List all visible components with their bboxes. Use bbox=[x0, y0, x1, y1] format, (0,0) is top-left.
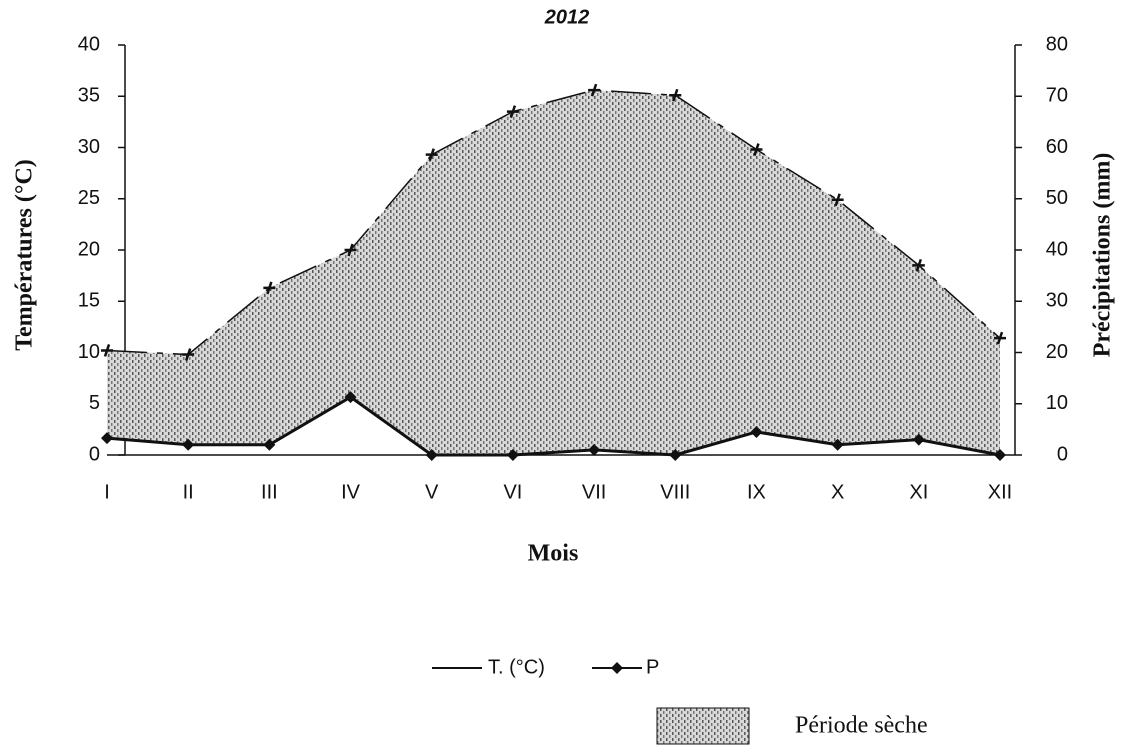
y2-tick-label: 20 bbox=[1046, 341, 1068, 363]
temperature-marker bbox=[750, 143, 763, 156]
precipitation-marker bbox=[344, 391, 357, 404]
y-tick-label: 25 bbox=[78, 187, 100, 209]
temperature-marker bbox=[101, 344, 113, 357]
temperature-marker bbox=[588, 83, 601, 97]
x-tick-label: V bbox=[425, 481, 439, 503]
y2-tick-label: 50 bbox=[1046, 187, 1068, 209]
dry-period-area bbox=[107, 90, 1000, 455]
precipitation-marker bbox=[263, 438, 276, 451]
y-axis-label: Températures (°C) bbox=[12, 159, 38, 351]
precipitation-marker bbox=[506, 449, 519, 461]
y2-tick-label: 30 bbox=[1046, 290, 1068, 312]
precipitation-marker bbox=[912, 433, 925, 446]
y2-axis-label: Précipitations (mm) bbox=[1090, 153, 1116, 358]
y2-tick-label: 40 bbox=[1046, 238, 1068, 260]
x-axis-label: Mois bbox=[528, 541, 579, 567]
x-tick-label: VII bbox=[582, 481, 606, 503]
y-tick-label: 5 bbox=[89, 392, 100, 414]
x-tick-label: I bbox=[104, 481, 110, 503]
temperature-marker bbox=[263, 281, 276, 295]
y-tick-label: 20 bbox=[78, 238, 100, 260]
temperature-marker bbox=[669, 88, 682, 102]
temperature-marker bbox=[831, 193, 844, 207]
series-line bbox=[106, 89, 1001, 356]
x-tick-label: IV bbox=[341, 481, 361, 503]
temperature-marker bbox=[425, 148, 438, 162]
legend-marker bbox=[611, 662, 623, 674]
y2-tick-label: 10 bbox=[1046, 392, 1068, 414]
x-tick-label: VIII bbox=[660, 481, 690, 503]
temperature-marker bbox=[344, 243, 357, 257]
legend-swatch bbox=[656, 707, 750, 745]
y-tick-label: 40 bbox=[78, 33, 100, 55]
x-tick-label: IX bbox=[747, 481, 766, 503]
y-tick-label: 15 bbox=[78, 290, 100, 312]
series-line bbox=[106, 395, 1001, 457]
temperature-marker bbox=[994, 331, 1006, 345]
temperature-marker bbox=[912, 258, 925, 272]
y-tick-label: 0 bbox=[89, 443, 100, 465]
legend: T. (°C) P Période sèche bbox=[432, 656, 928, 745]
x-tick-label: XII bbox=[988, 481, 1012, 503]
y-tick-label: 30 bbox=[78, 136, 100, 158]
x-tick-label: II bbox=[183, 481, 194, 503]
y2-tick-label: 70 bbox=[1046, 85, 1068, 107]
temperature-marker bbox=[506, 105, 519, 119]
precipitation-marker bbox=[750, 425, 763, 438]
precipitation-marker bbox=[831, 438, 844, 451]
y2-tick-label: 60 bbox=[1046, 136, 1068, 158]
legend-label: Période sèche bbox=[795, 713, 928, 739]
y-tick-label: 10 bbox=[78, 341, 100, 363]
precipitation-marker bbox=[101, 432, 113, 445]
legend-label: T. (°C) bbox=[488, 656, 545, 678]
precipitation-marker bbox=[425, 449, 438, 461]
precipitation-marker bbox=[669, 449, 682, 461]
x-tick-label: III bbox=[261, 481, 278, 503]
x-tick-label: X bbox=[831, 481, 844, 503]
precipitation-marker bbox=[994, 449, 1006, 461]
chart-title: 2012 bbox=[544, 6, 590, 28]
precipitation-marker bbox=[182, 438, 195, 451]
precipitation-marker bbox=[588, 443, 601, 456]
temperature-marker bbox=[182, 348, 195, 361]
y-tick-label: 35 bbox=[78, 85, 100, 107]
x-tick-label: VI bbox=[503, 481, 522, 503]
y2-tick-label: 0 bbox=[1057, 443, 1068, 465]
legend-label: P bbox=[646, 656, 659, 678]
y2-tick-label: 80 bbox=[1046, 33, 1068, 55]
x-tick-label: XI bbox=[909, 481, 928, 503]
